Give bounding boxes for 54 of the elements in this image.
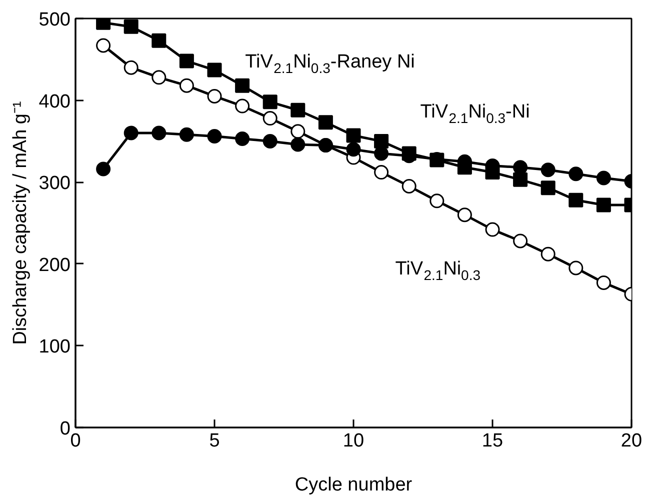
point bbox=[179, 78, 194, 93]
point bbox=[430, 194, 444, 208]
point bbox=[290, 137, 306, 152]
point bbox=[262, 94, 278, 110]
point bbox=[179, 54, 194, 68]
point bbox=[124, 126, 138, 140]
point bbox=[596, 198, 611, 212]
x-tick-label: 15 bbox=[482, 430, 504, 452]
point bbox=[96, 162, 111, 176]
point bbox=[124, 19, 138, 34]
point bbox=[262, 134, 278, 148]
point bbox=[152, 70, 166, 85]
y-tick-label: 400 bbox=[38, 91, 70, 112]
point bbox=[124, 60, 138, 75]
point bbox=[235, 132, 250, 146]
point bbox=[596, 275, 611, 290]
point bbox=[568, 192, 584, 208]
point bbox=[235, 98, 250, 114]
point bbox=[290, 102, 306, 118]
point bbox=[179, 127, 194, 142]
point bbox=[207, 129, 222, 144]
point bbox=[318, 115, 333, 130]
point bbox=[540, 180, 556, 196]
point bbox=[457, 208, 472, 222]
y-axis-title: Discharge capacity / mAh g⁻¹ bbox=[10, 101, 31, 345]
point bbox=[540, 162, 556, 178]
y-tick-label: 200 bbox=[38, 254, 70, 276]
point bbox=[540, 246, 556, 262]
point bbox=[96, 38, 111, 53]
point bbox=[513, 172, 528, 187]
point bbox=[235, 78, 250, 93]
point bbox=[568, 260, 584, 276]
point bbox=[290, 124, 306, 139]
point bbox=[402, 178, 416, 194]
point bbox=[152, 33, 166, 48]
point bbox=[568, 166, 584, 182]
point bbox=[207, 62, 222, 78]
x-tick-label: 5 bbox=[209, 430, 220, 452]
point bbox=[207, 88, 222, 104]
y-tick-label: 100 bbox=[38, 336, 70, 358]
y-tick-label: 300 bbox=[38, 173, 70, 194]
point bbox=[346, 142, 361, 157]
x-tick-label: 20 bbox=[620, 430, 642, 452]
point bbox=[262, 111, 278, 126]
point bbox=[513, 234, 528, 248]
point bbox=[596, 170, 611, 186]
x-axis-title: Cycle number bbox=[294, 474, 413, 496]
point bbox=[485, 222, 500, 237]
point bbox=[152, 126, 166, 140]
point bbox=[374, 165, 389, 180]
x-tick-label: 10 bbox=[342, 430, 364, 452]
point bbox=[346, 128, 361, 143]
y-tick-label: 500 bbox=[38, 10, 70, 30]
point bbox=[374, 134, 389, 148]
